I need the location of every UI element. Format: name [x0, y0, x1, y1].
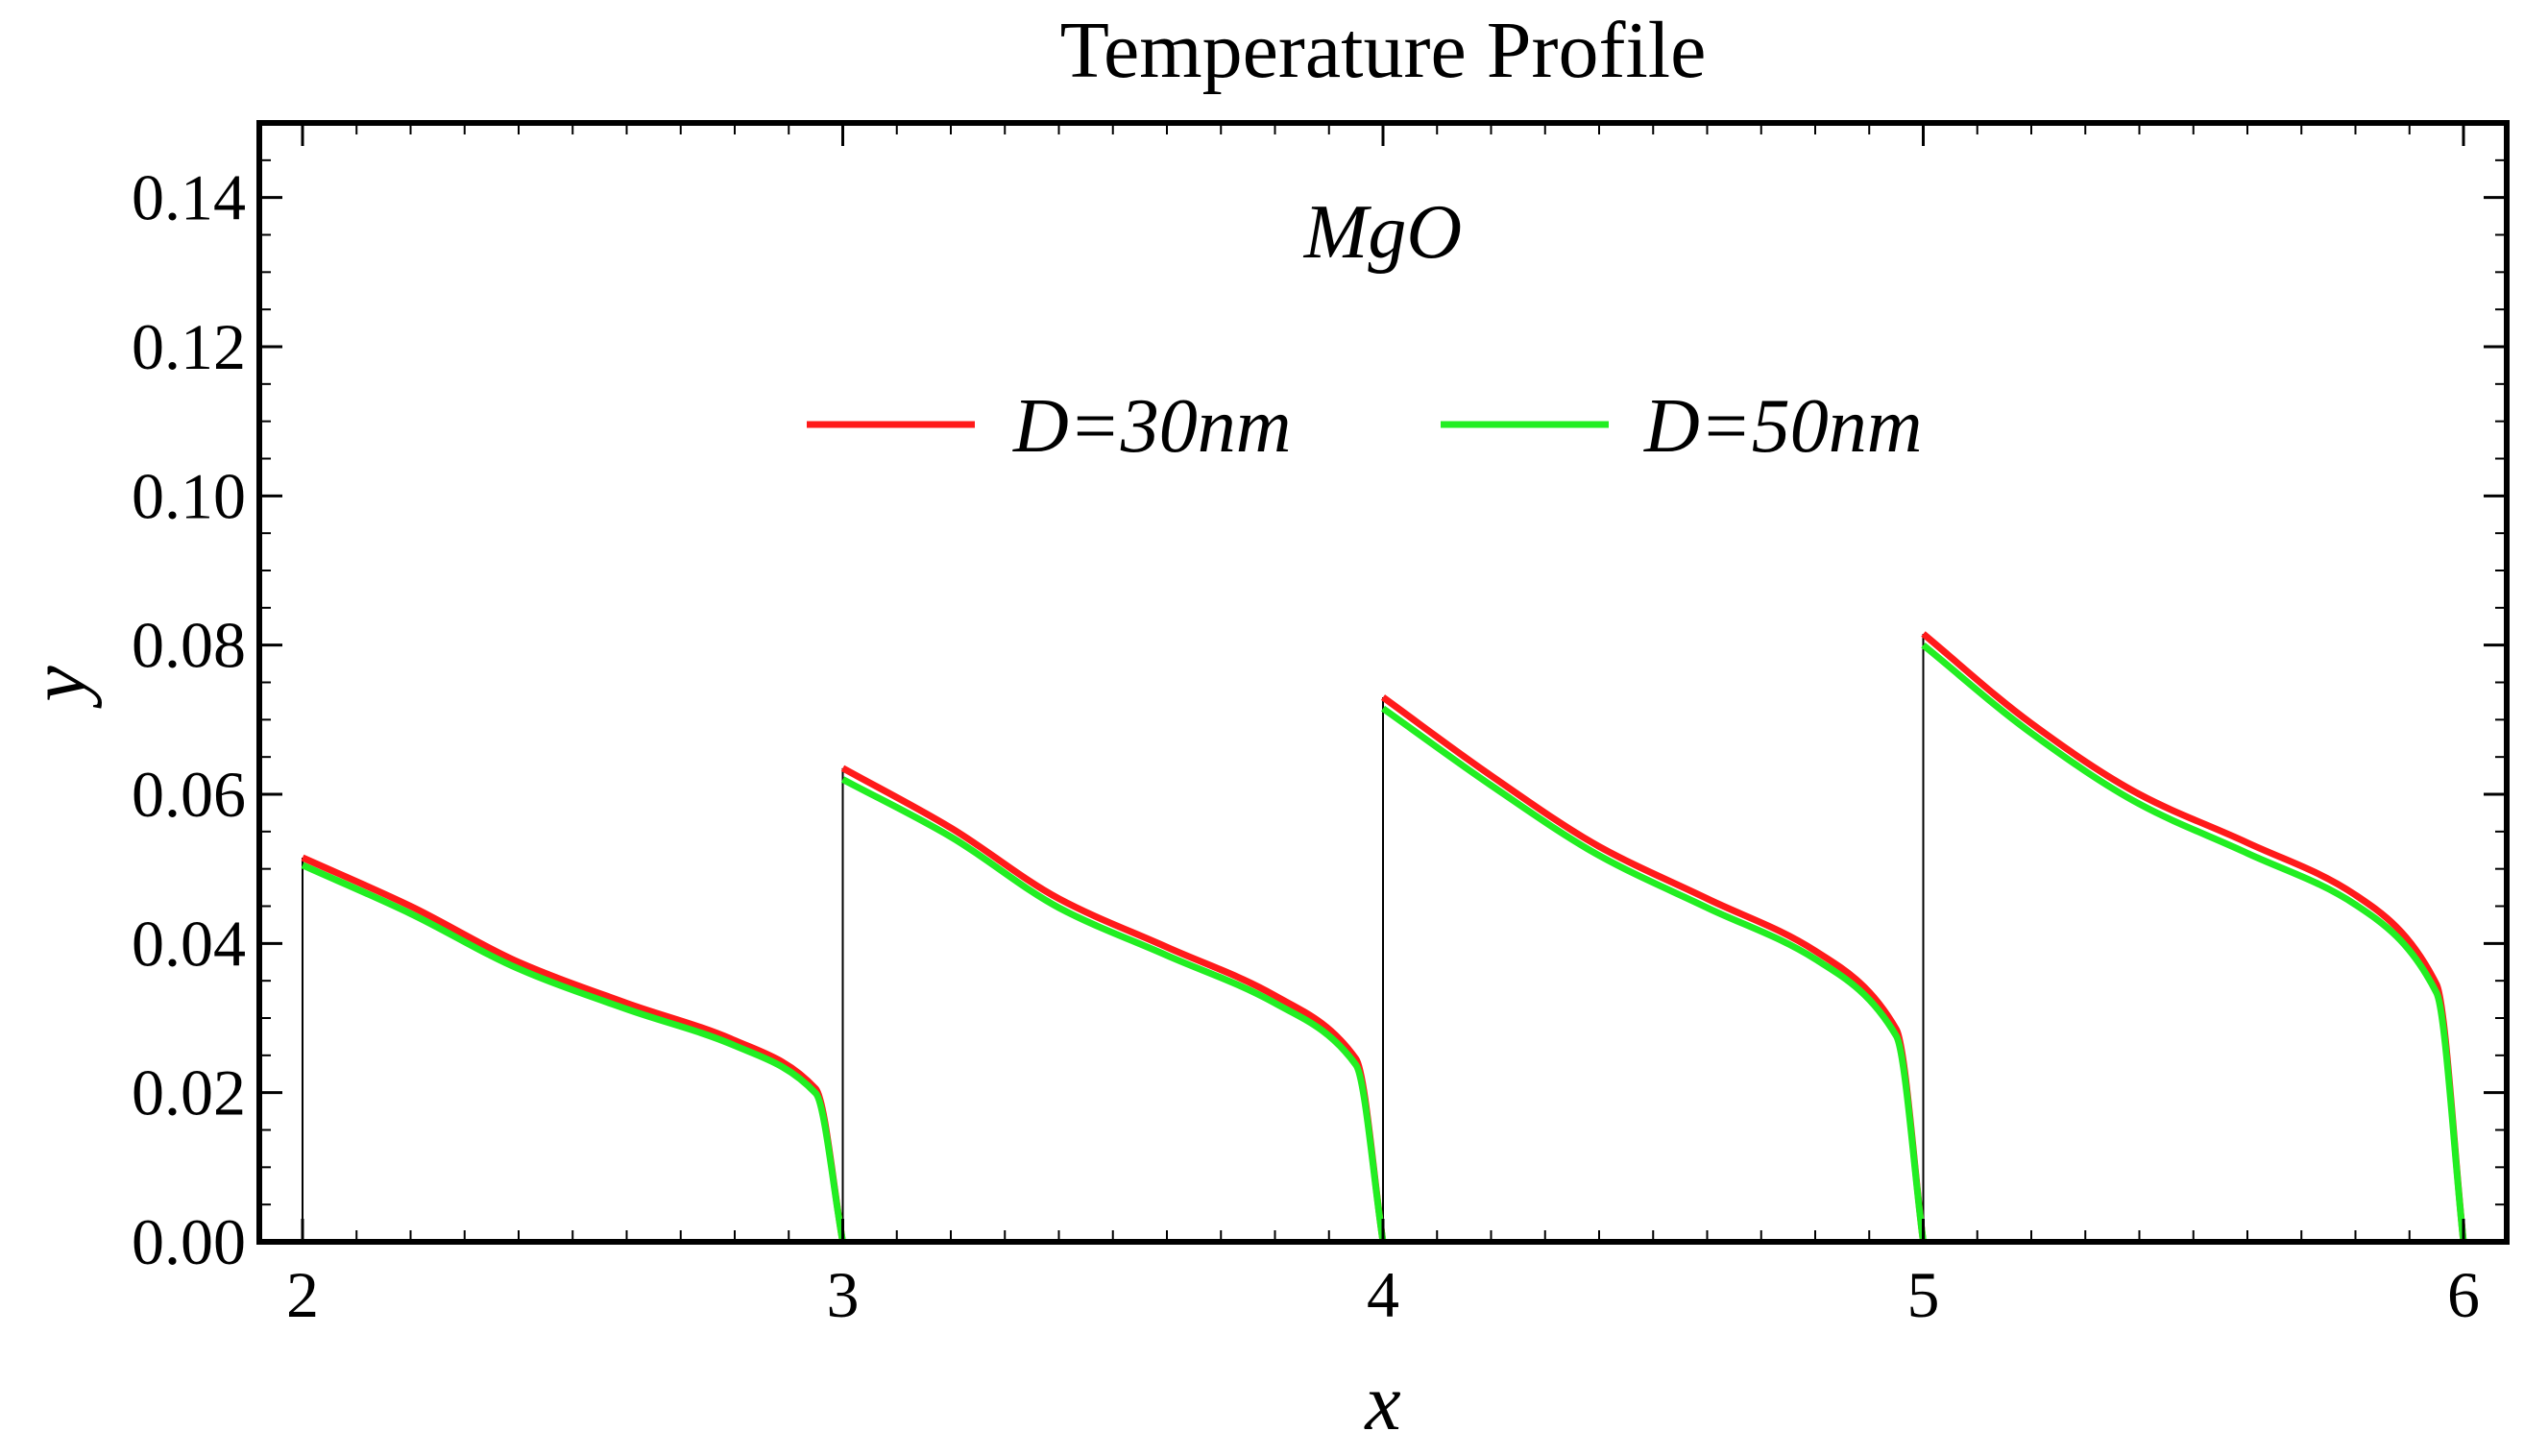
x-axis-label: x: [1363, 1358, 1400, 1447]
x-tick-label: 6: [2447, 1258, 2480, 1331]
legend: D=30nm D=50nm: [807, 384, 1923, 469]
series-1-segment-4: [1921, 631, 2467, 1243]
y-tick-label: 0.10: [132, 459, 246, 532]
series-2-segment-1: [301, 861, 846, 1243]
x-tick-label: 3: [827, 1258, 860, 1331]
series-2-segment-3: [1380, 705, 1927, 1243]
series-1-segment-3: [1380, 694, 1927, 1243]
material-annotation: MgO: [1303, 190, 1462, 275]
series-2-segment-2: [840, 776, 1387, 1243]
axis-ticks: 2 3 4 5 6 0.00 0.02 0.04 0.06 0.08 0.10 0.12 0.14: [132, 123, 2507, 1331]
y-tick-label: 0.12: [132, 310, 246, 383]
series-1-segment-1: [301, 854, 846, 1243]
y-tick-label: 0.08: [132, 609, 246, 682]
x-tick-label: 2: [286, 1258, 319, 1331]
y-tick-label: 0.02: [132, 1056, 246, 1129]
x-tick-label: 5: [1907, 1258, 1940, 1331]
chart-title: Temperature Profile: [1060, 6, 1707, 95]
y-tick-label: 0.14: [132, 161, 246, 234]
y-tick-label: 0.04: [132, 907, 246, 980]
y-tick-label: 0.06: [132, 758, 246, 831]
series-1-segment-2: [840, 764, 1387, 1243]
y-tick-label: 0.00: [132, 1205, 246, 1278]
series-2-segment-4: [1921, 642, 2467, 1243]
legend-label-1: D=30nm: [1012, 384, 1292, 469]
legend-label-2: D=50nm: [1643, 384, 1923, 469]
x-tick-label: 4: [1367, 1258, 1399, 1331]
y-axis-label: y: [13, 666, 103, 710]
plot-area: [301, 631, 2467, 1243]
